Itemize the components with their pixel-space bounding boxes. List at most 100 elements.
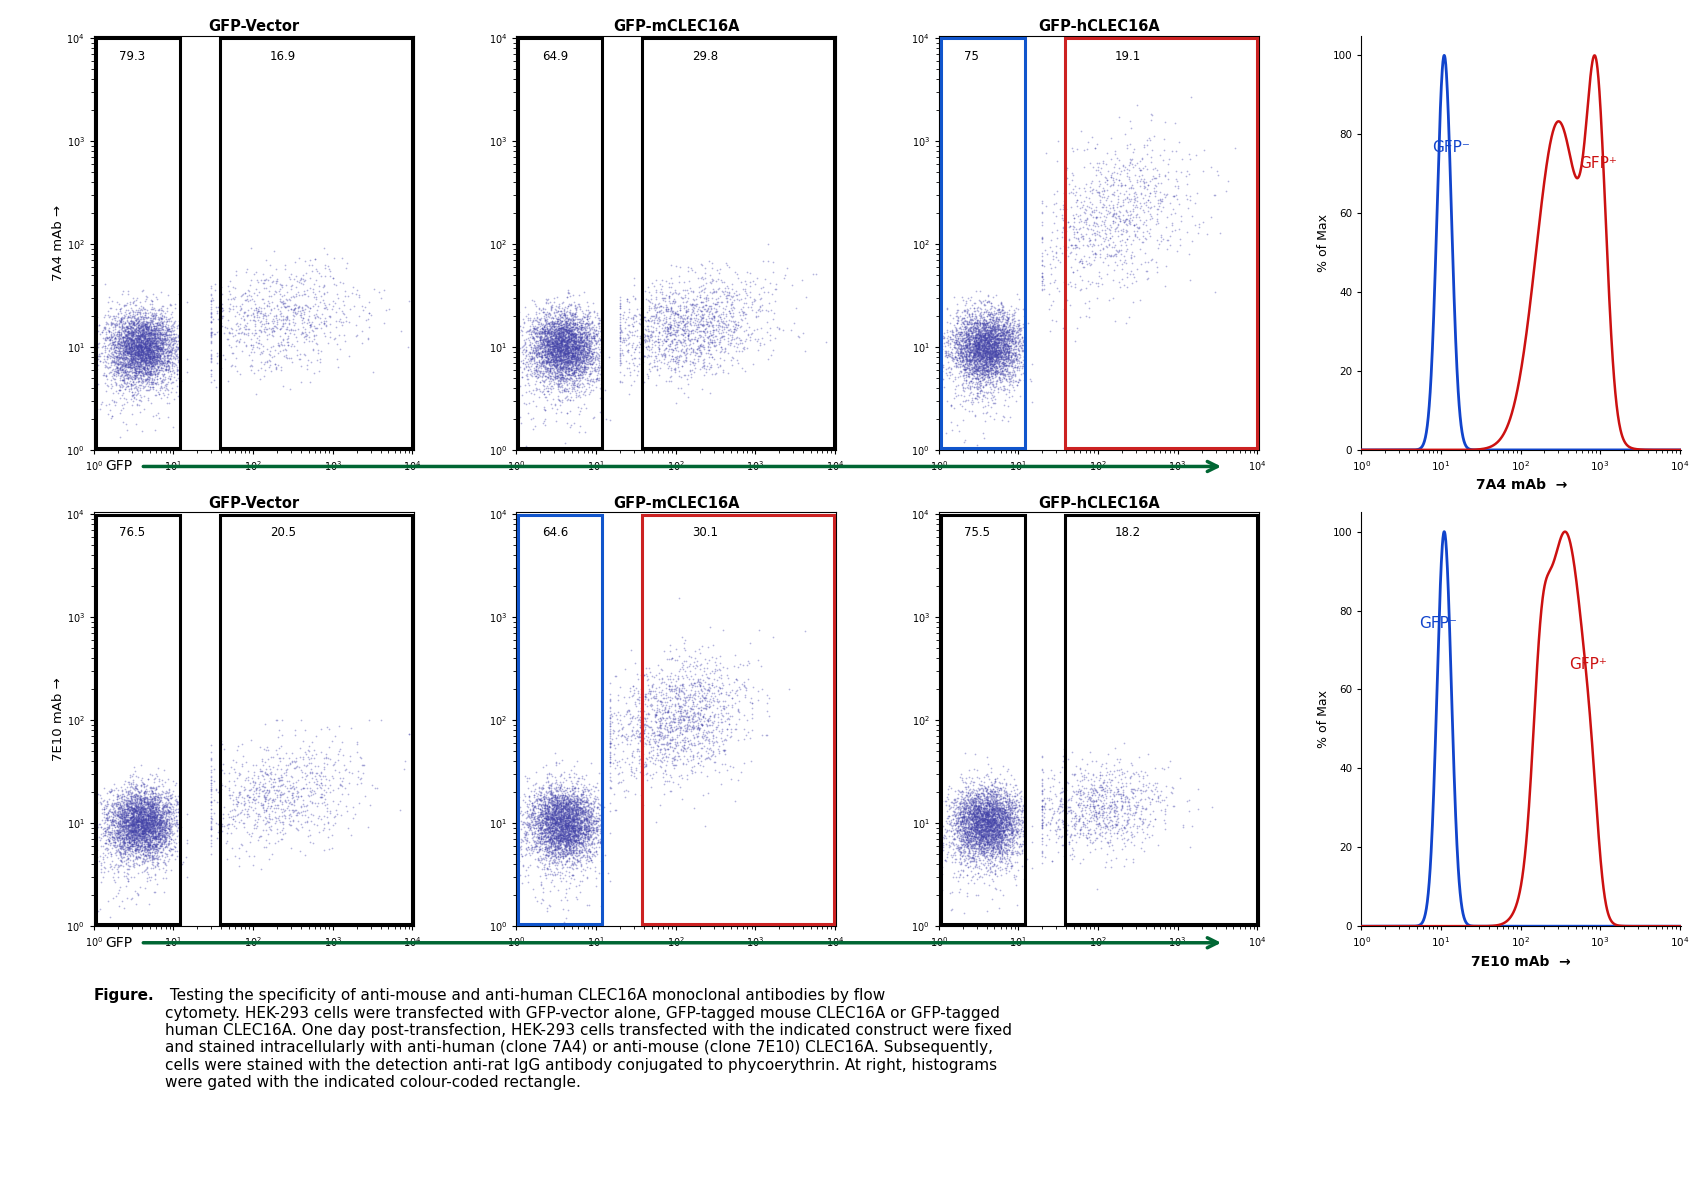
Point <box>591 380 618 399</box>
Point <box>1036 285 1063 304</box>
Point <box>131 819 159 838</box>
Point <box>1065 178 1092 197</box>
Point <box>956 829 983 848</box>
Point <box>135 809 162 828</box>
Point <box>993 785 1021 804</box>
Point <box>249 797 277 816</box>
Point <box>975 829 1002 848</box>
Point <box>968 352 995 371</box>
Point <box>152 813 179 832</box>
Point <box>558 816 586 835</box>
Point <box>975 335 1002 354</box>
Point <box>154 790 181 809</box>
Point <box>111 835 138 854</box>
Point <box>993 795 1021 814</box>
Point <box>1081 798 1108 817</box>
Point <box>123 835 150 854</box>
Point <box>555 297 582 316</box>
Point <box>538 301 565 320</box>
Point <box>149 811 176 830</box>
Point <box>556 330 584 349</box>
Point <box>1045 819 1072 838</box>
Point <box>1091 798 1118 817</box>
Point <box>993 356 1021 375</box>
Point <box>546 337 574 356</box>
Point <box>1092 776 1120 795</box>
Point <box>133 810 160 829</box>
Point <box>1062 833 1089 852</box>
Point <box>220 289 248 308</box>
Point <box>956 342 983 361</box>
Point <box>147 836 174 855</box>
Point <box>577 827 604 846</box>
Point <box>985 781 1012 800</box>
Point <box>560 339 587 358</box>
Point <box>519 810 546 829</box>
Point <box>232 335 259 354</box>
Point <box>985 337 1012 356</box>
Point <box>705 305 732 324</box>
Point <box>673 309 700 328</box>
Point <box>534 847 562 866</box>
Point <box>690 688 717 707</box>
Point <box>541 834 568 853</box>
Point <box>980 316 1007 335</box>
Point <box>121 777 149 796</box>
Point <box>505 855 533 874</box>
Point <box>526 823 553 842</box>
Point <box>686 336 714 355</box>
Point <box>966 327 993 346</box>
Point <box>121 809 149 828</box>
Point <box>700 728 727 747</box>
Point <box>131 329 159 348</box>
Point <box>166 334 193 353</box>
Point <box>142 801 169 820</box>
Point <box>527 833 555 852</box>
Point <box>959 321 987 340</box>
Point <box>138 334 166 353</box>
Point <box>971 318 999 337</box>
Point <box>1002 367 1029 386</box>
Point <box>980 349 1007 368</box>
Point <box>118 798 145 817</box>
Point <box>587 335 615 354</box>
Point <box>980 301 1007 320</box>
Point <box>556 833 584 852</box>
Point <box>556 329 584 348</box>
Point <box>149 330 176 349</box>
Point <box>649 283 676 302</box>
Point <box>160 345 188 364</box>
Point <box>551 853 579 872</box>
Point <box>527 827 555 846</box>
Point <box>664 688 691 707</box>
Point <box>128 835 155 854</box>
Point <box>993 331 1021 350</box>
Point <box>133 817 160 836</box>
Point <box>533 828 560 847</box>
Point <box>970 783 997 802</box>
Point <box>116 817 143 836</box>
Point <box>128 810 155 829</box>
Point <box>558 343 586 362</box>
Point <box>799 264 826 283</box>
Point <box>1091 172 1118 191</box>
Point <box>623 741 650 760</box>
Point <box>695 678 722 697</box>
Point <box>688 691 715 710</box>
Point <box>280 752 307 771</box>
Point <box>1101 244 1128 263</box>
Point <box>958 364 985 383</box>
Point <box>946 801 973 820</box>
Point <box>947 340 975 359</box>
Point <box>140 808 167 827</box>
Point <box>555 349 582 368</box>
Point <box>567 811 594 830</box>
Point <box>522 323 550 342</box>
Point <box>992 341 1019 360</box>
Point <box>667 341 695 360</box>
Point <box>539 347 567 366</box>
Point <box>541 813 568 832</box>
Point <box>104 359 131 378</box>
Point <box>650 697 678 716</box>
Point <box>649 271 676 290</box>
